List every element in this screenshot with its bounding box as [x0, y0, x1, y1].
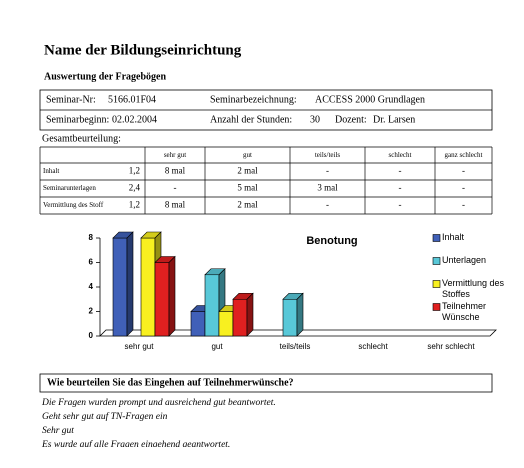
legend-swatch: [432, 257, 441, 265]
info-text: Dozent:: [335, 114, 367, 125]
answers: Die Fragen wurden prompt und ausreichend…: [41, 398, 276, 450]
x-tick-label: schlecht: [358, 342, 388, 351]
info-text: 5166.01F04: [108, 94, 156, 105]
legend-label: Unterlagen: [442, 255, 486, 265]
title: Name der Bildungseinrichtung: [44, 42, 242, 58]
y-tick-label: 8: [89, 233, 94, 242]
bar-front: [140, 237, 156, 337]
cell: -: [462, 166, 465, 176]
y-tick-label: 6: [89, 258, 94, 267]
y-tick-label: 2: [89, 307, 94, 316]
bar-front: [154, 262, 170, 337]
info-text: ACCESS 2000 Grundlagen: [315, 94, 425, 105]
chart-title: Benotung: [306, 235, 357, 247]
info-text: Seminar-Nr:: [46, 94, 96, 105]
cell: -: [399, 166, 402, 176]
x-tick-label: gut: [211, 342, 223, 351]
bar: [154, 255, 176, 337]
bar-front: [204, 274, 220, 337]
bar: [282, 292, 304, 337]
cell: 2 mal: [237, 166, 258, 176]
bar: [112, 231, 134, 337]
row-label: Inhalt: [43, 167, 59, 175]
bar-side: [168, 255, 176, 337]
cell: -: [399, 183, 402, 193]
row-label: Seminarunterlagen: [43, 184, 96, 192]
column-header: gut: [243, 151, 252, 159]
bar-front: [218, 311, 234, 337]
cell: -: [326, 166, 329, 176]
cell: 3 mal: [317, 183, 338, 193]
table-caption: Gesamtbeurteilung:: [42, 133, 121, 144]
answer: Sehr gut: [42, 426, 74, 436]
column-header: ganz schlecht: [445, 151, 483, 159]
cell: -: [174, 183, 177, 193]
x-tick-label: teils/teils: [280, 342, 311, 351]
info-text: Anzahl der Stunden:: [210, 114, 292, 125]
row-grade: 1,2: [129, 200, 140, 210]
bar-front: [112, 237, 128, 337]
question-box: [39, 373, 493, 393]
row-label: Vermittlung des Stoff: [43, 201, 104, 209]
info-text: 30: [310, 114, 320, 125]
cell: -: [326, 200, 329, 210]
legend-swatch: [432, 280, 441, 288]
bar-side: [126, 231, 134, 337]
cell: 5 mal: [237, 183, 258, 193]
column-header: schlecht: [389, 151, 412, 159]
subtitle: Auswertung der Fragebögen: [44, 71, 166, 82]
legend-swatch: [432, 303, 441, 311]
column-header: sehr gut: [164, 151, 186, 159]
x-tick-label: sehr gut: [125, 342, 155, 351]
column-header: teils/teils: [315, 151, 341, 159]
y-tick-label: 4: [89, 282, 94, 291]
row-grade: 1,2: [129, 166, 140, 176]
answer: Es wurde auf alle Fragen eingehend geant…: [41, 439, 230, 450]
legend-swatch: [432, 234, 441, 242]
cell: 8 mal: [165, 166, 186, 176]
cell: -: [462, 183, 465, 193]
x-tick-label: sehr schlecht: [427, 342, 475, 351]
cell: 8 mal: [165, 200, 186, 210]
bar-front: [282, 298, 298, 337]
cell: 2 mal: [237, 200, 258, 210]
row-grade: 2,4: [129, 183, 141, 193]
legend-label: Teilnehmer Wünsche: [442, 301, 486, 322]
info-text: Dr. Larsen: [373, 114, 415, 125]
bar-side: [296, 292, 304, 337]
info-text: Seminarbezeichnung:: [210, 94, 297, 105]
question-title: Wie beurteilen Sie das Eingehen auf Teil…: [47, 377, 294, 388]
bar-front: [190, 311, 206, 337]
cell: -: [399, 200, 402, 210]
bar-side: [246, 292, 254, 337]
info-text: Seminarbeginn:: [46, 114, 109, 125]
answer: Die Fragen wurden prompt und ausreichend…: [41, 398, 276, 408]
legend-label: Inhalt: [442, 232, 465, 242]
bar-front: [232, 298, 248, 337]
y-tick-label: 0: [89, 331, 94, 340]
bar: [232, 292, 254, 337]
info-text: 02.02.2004: [112, 114, 157, 125]
legend-label: Vermittlung des Stoffes: [442, 278, 505, 299]
answer: Geht sehr gut auf TN-Fragen ein: [42, 411, 168, 422]
cell: -: [462, 200, 465, 210]
